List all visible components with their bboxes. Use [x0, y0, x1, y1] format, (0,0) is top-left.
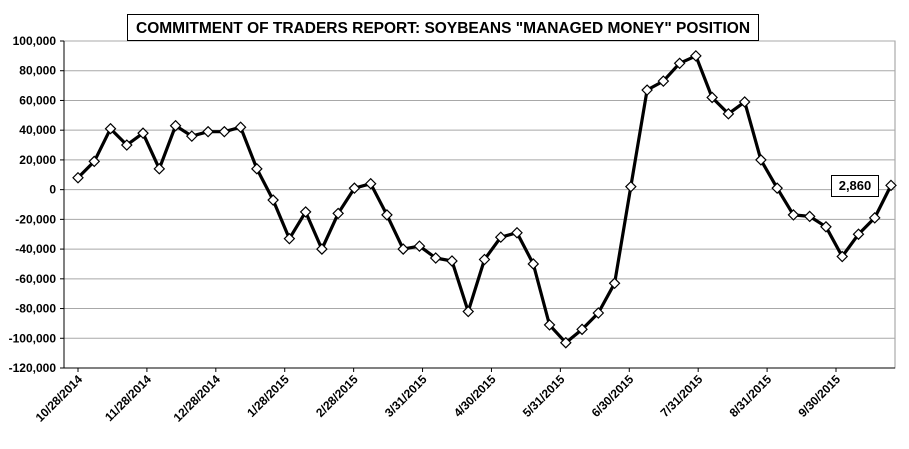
x-tick-label: 10/28/2014 — [33, 372, 86, 425]
y-tick-label: 60,000 — [19, 93, 56, 107]
x-tick-label: 4/30/2015 — [451, 372, 499, 420]
data-point — [478, 253, 491, 266]
data-point — [137, 127, 149, 140]
data-point — [202, 125, 214, 138]
data-point — [72, 171, 84, 184]
y-tick-label: -60,000 — [15, 272, 56, 286]
data-point — [153, 162, 166, 175]
x-tick-label: 6/30/2015 — [589, 372, 637, 420]
series-line — [76, 54, 893, 345]
data-point — [559, 336, 572, 349]
x-tick-label: 12/28/2014 — [171, 372, 224, 425]
y-tick-label: 0 — [49, 183, 56, 197]
data-point — [267, 194, 279, 206]
y-tick-label: -120,000 — [9, 361, 57, 375]
y-tick-label: -40,000 — [15, 242, 56, 256]
chart-title: COMMITMENT OF TRADERS REPORT: SOYBEANS "… — [127, 14, 760, 41]
data-point — [624, 180, 637, 193]
data-point — [381, 209, 393, 221]
data-point — [332, 207, 345, 220]
x-tick-label: 7/31/2015 — [658, 372, 706, 420]
data-point — [462, 305, 475, 318]
x-tick-label: 2/28/2015 — [313, 372, 361, 420]
data-point — [348, 182, 361, 194]
data-point — [316, 243, 328, 255]
last-value-callout: 2,860 — [831, 175, 879, 197]
data-point — [722, 107, 735, 120]
data-point — [251, 162, 263, 175]
data-point — [885, 179, 897, 192]
data-point — [787, 209, 800, 221]
data-point — [868, 212, 881, 224]
y-tick-label: -80,000 — [15, 302, 56, 316]
data-point — [283, 232, 296, 245]
data-point — [608, 277, 621, 290]
data-point — [169, 119, 182, 132]
data-point — [446, 255, 458, 267]
plot-frame — [63, 40, 896, 369]
data-point — [738, 96, 751, 108]
data-point — [527, 258, 540, 270]
data-point — [592, 307, 605, 319]
data-point — [673, 57, 686, 70]
x-tick-label: 11/28/2014 — [102, 372, 154, 424]
data-point — [771, 182, 784, 194]
data-point — [429, 252, 442, 264]
data-point — [755, 154, 767, 166]
data-point — [657, 75, 670, 87]
data-point — [706, 91, 718, 104]
data-point — [803, 210, 816, 223]
data-point — [88, 155, 101, 168]
y-tick-label: -100,000 — [9, 331, 57, 345]
data-point — [397, 243, 410, 255]
data-point — [413, 240, 426, 252]
x-tick-label: 8/31/2015 — [727, 372, 775, 420]
data-point — [364, 177, 377, 190]
data-point — [543, 319, 556, 331]
y-tick-label: -20,000 — [15, 212, 56, 226]
y-tick-label: 80,000 — [19, 64, 56, 78]
data-point — [494, 231, 507, 244]
data-point — [576, 323, 588, 336]
y-tick-label: 20,000 — [19, 153, 56, 167]
data-point — [641, 84, 653, 96]
data-point — [690, 50, 702, 62]
data-point — [120, 139, 133, 151]
data-point — [299, 206, 312, 218]
data-point — [218, 125, 231, 138]
x-tick-label: 9/30/2015 — [795, 372, 843, 420]
data-point — [185, 130, 198, 142]
x-tick-label: 5/31/2015 — [520, 372, 568, 420]
data-point — [820, 220, 832, 233]
data-point — [104, 122, 117, 135]
y-tick-label: 40,000 — [19, 123, 56, 137]
x-tick-label: 1/28/2015 — [244, 372, 292, 420]
data-point — [836, 250, 849, 263]
x-tick-label: 3/31/2015 — [382, 372, 430, 420]
data-point — [234, 121, 247, 134]
y-tick-label: 100,000 — [13, 34, 57, 48]
data-point — [511, 226, 523, 239]
data-point — [852, 228, 865, 241]
